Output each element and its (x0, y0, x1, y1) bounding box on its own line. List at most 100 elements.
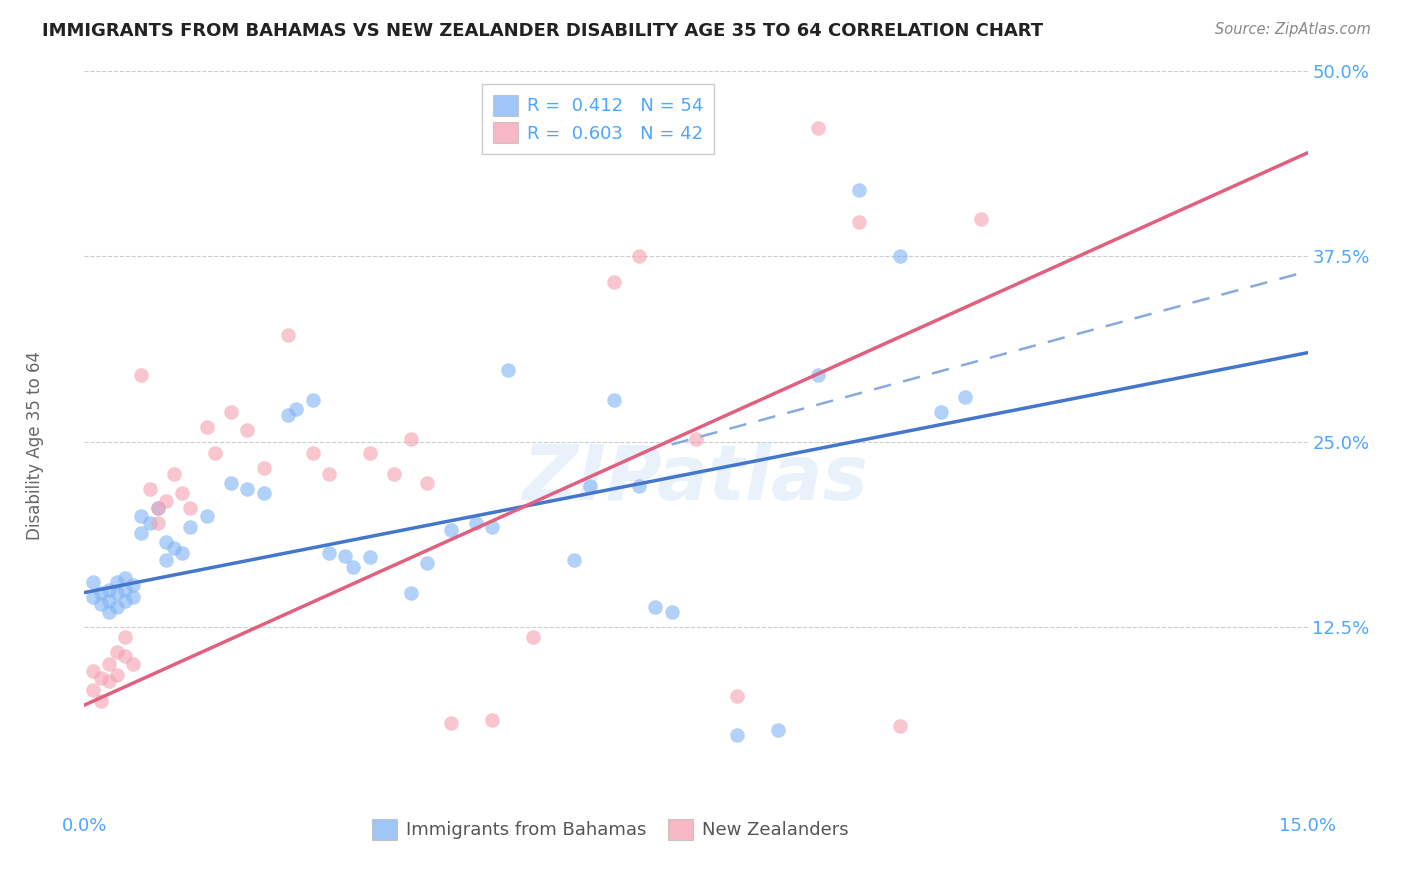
Point (382, 467, 405, 482)
Text: ZIPatlas: ZIPatlas (523, 442, 869, 516)
Point (97, 594, 120, 608)
Point (464, 516, 486, 530)
Point (277, 327, 299, 342)
Point (399, 432, 422, 446)
Point (416, 556, 439, 570)
Point (807, 120, 830, 135)
Point (848, 215, 870, 229)
Point (236, 482, 259, 496)
Point (90, 585, 112, 599)
Point (122, 578, 145, 592)
Point (97, 674, 120, 689)
Point (138, 516, 160, 530)
Point (603, 393, 626, 408)
Point (498, 363, 520, 377)
Point (301, 446, 323, 460)
Point (105, 585, 128, 599)
Point (627, 250, 650, 264)
Point (335, 549, 357, 563)
Point (253, 486, 276, 500)
Point (90, 672, 112, 686)
Point (219, 405, 242, 419)
Point (766, 723, 789, 738)
Point (440, 524, 463, 538)
Point (179, 501, 201, 516)
Point (179, 520, 201, 534)
Point (253, 461, 276, 475)
Point (970, 212, 993, 227)
Point (481, 520, 503, 534)
Point (163, 467, 186, 482)
Point (97, 657, 120, 671)
Point (138, 482, 160, 496)
Point (90, 598, 112, 612)
Point (285, 401, 308, 416)
Point (342, 560, 364, 574)
Point (163, 541, 186, 556)
Legend: Immigrants from Bahamas, New Zealanders: Immigrants from Bahamas, New Zealanders (364, 812, 856, 847)
Point (105, 575, 128, 590)
Point (219, 475, 242, 490)
Point (318, 546, 340, 560)
Point (172, 486, 194, 500)
Point (131, 508, 153, 523)
Point (579, 479, 602, 493)
Point (114, 582, 136, 597)
Point (522, 630, 544, 644)
Point (97, 605, 120, 619)
Point (889, 719, 911, 733)
Point (807, 368, 830, 382)
Point (725, 690, 748, 704)
Point (889, 250, 911, 264)
Point (359, 446, 381, 460)
Point (416, 475, 439, 490)
Point (953, 390, 976, 404)
Point (146, 516, 169, 530)
Point (440, 715, 463, 730)
Point (481, 713, 503, 727)
Point (562, 553, 585, 567)
Text: IMMIGRANTS FROM BAHAMAS VS NEW ZEALANDER DISABILITY AGE 35 TO 64 CORRELATION CHA: IMMIGRANTS FROM BAHAMAS VS NEW ZEALANDER… (42, 22, 1043, 40)
Point (685, 432, 707, 446)
Point (105, 668, 128, 682)
Point (301, 393, 323, 408)
Point (399, 585, 422, 599)
Point (97, 582, 120, 597)
Point (122, 590, 145, 604)
Point (105, 600, 128, 615)
Point (105, 645, 128, 659)
Point (236, 423, 259, 437)
Point (195, 419, 218, 434)
Point (155, 553, 177, 567)
Point (82, 575, 104, 590)
Point (172, 546, 194, 560)
Point (644, 600, 666, 615)
Text: Source: ZipAtlas.com: Source: ZipAtlas.com (1215, 22, 1371, 37)
Point (848, 183, 870, 197)
Point (155, 493, 177, 508)
Point (277, 408, 299, 422)
Point (204, 446, 226, 460)
Point (725, 728, 748, 742)
Point (82, 664, 104, 678)
Point (90, 694, 112, 708)
Text: Disability Age 35 to 64: Disability Age 35 to 64 (27, 351, 44, 541)
Point (155, 535, 177, 549)
Point (661, 605, 683, 619)
Point (131, 368, 153, 382)
Point (603, 275, 626, 289)
Point (82, 683, 104, 698)
Point (146, 501, 169, 516)
Point (627, 479, 650, 493)
Point (195, 508, 218, 523)
Point (82, 590, 104, 604)
Point (114, 594, 136, 608)
Point (114, 630, 136, 644)
Point (114, 649, 136, 664)
Point (318, 467, 340, 482)
Point (131, 526, 153, 541)
Point (359, 549, 381, 564)
Point (122, 657, 145, 671)
Point (114, 571, 136, 585)
Point (146, 501, 169, 516)
